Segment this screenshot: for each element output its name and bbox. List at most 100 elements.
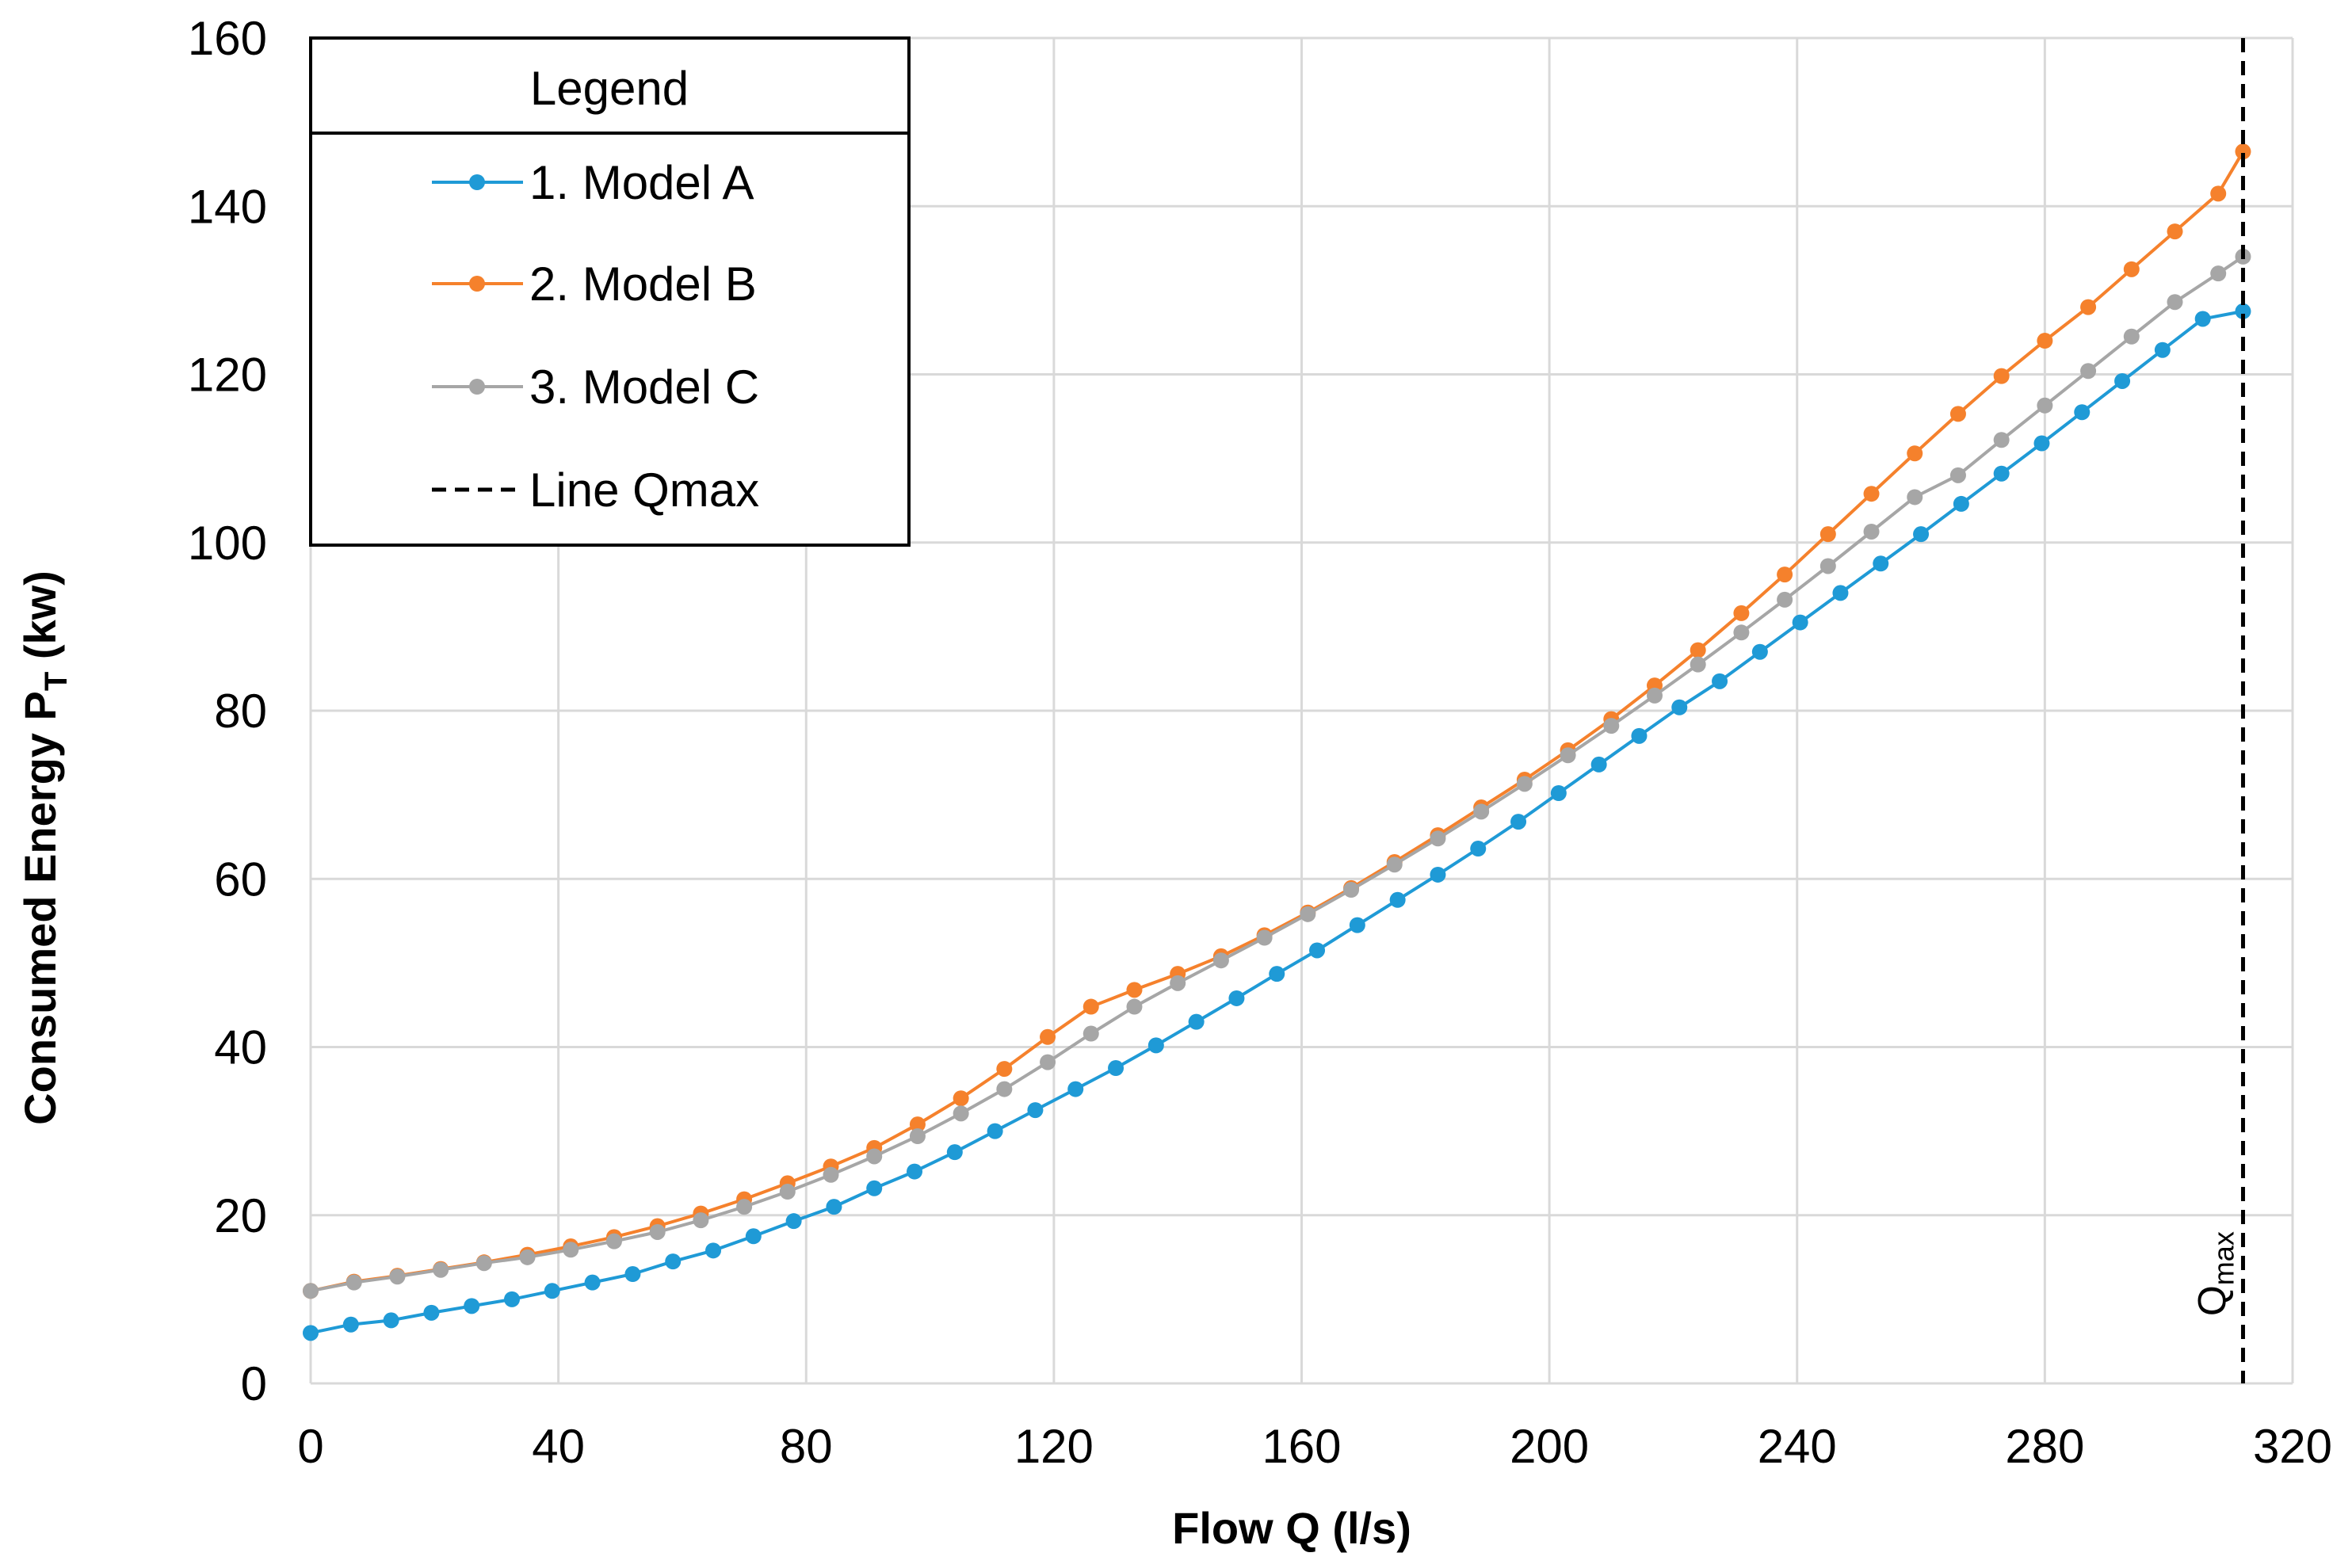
qmax-label: Qmax <box>2190 1231 2239 1316</box>
x-tick-label: 200 <box>1510 1420 1589 1473</box>
data-point <box>2123 328 2140 345</box>
x-tick-label: 120 <box>1014 1420 1094 1473</box>
series-layer <box>303 143 2251 1341</box>
data-point <box>624 1266 641 1283</box>
data-point <box>2235 143 2251 160</box>
y-tick-label: 160 <box>188 12 267 65</box>
data-point <box>1147 1037 1164 1054</box>
data-point <box>1733 605 1750 621</box>
data-point <box>953 1105 969 1122</box>
data-point <box>1510 814 1527 830</box>
data-point <box>1949 406 1966 422</box>
data-point <box>1430 830 1446 847</box>
data-point <box>1389 891 1406 908</box>
data-point <box>1907 489 1923 505</box>
qmax-label-sub: max <box>2207 1231 2239 1285</box>
data-point <box>544 1283 560 1299</box>
data-point <box>1067 1081 1084 1097</box>
data-point <box>383 1312 399 1329</box>
legend: Legend 1. Model A 2. Model B 3. Model C Lin… <box>309 36 911 547</box>
data-point <box>1777 591 1793 608</box>
series-line <box>310 151 2245 1293</box>
data-point <box>907 1163 923 1180</box>
legend-entries-box <box>309 132 911 547</box>
data-point <box>1993 432 2010 448</box>
data-point <box>1126 998 1143 1015</box>
data-point <box>1631 727 1648 744</box>
legend-entries: 1. Model A 2. Model B 3. Model C Line Qmax <box>432 156 759 517</box>
data-point <box>2074 404 2091 421</box>
data-point <box>649 1223 666 1240</box>
data-point <box>1671 699 1688 715</box>
data-point <box>1256 929 1273 946</box>
data-point <box>1470 841 1487 857</box>
y-tick-label: 100 <box>188 517 267 570</box>
data-point <box>1027 1102 1044 1119</box>
series-3 <box>303 248 2251 1299</box>
data-point <box>1228 990 1245 1006</box>
data-point <box>1126 982 1143 998</box>
data-point <box>736 1199 753 1215</box>
data-point <box>1646 687 1663 704</box>
data-point <box>705 1242 722 1259</box>
data-point <box>1913 526 1930 543</box>
data-point <box>1863 486 1880 502</box>
data-point <box>2235 303 2251 319</box>
data-point <box>584 1274 601 1291</box>
data-point <box>946 1144 963 1161</box>
data-point <box>987 1123 1003 1139</box>
y-axis-title-unit-text: (kw) <box>15 570 65 659</box>
data-point <box>1550 785 1567 802</box>
data-point <box>1863 523 1880 540</box>
data-point <box>1082 1025 1099 1042</box>
data-point <box>1819 558 1836 574</box>
qmax-layer: Qmax <box>2190 38 2245 1383</box>
y-axis-title: Consumed Energy PT (kw) <box>15 570 74 1125</box>
x-axis-title: Flow Q (l/s) <box>1172 1503 1411 1553</box>
legend-entry: 2. Model B <box>432 258 757 311</box>
legend-entry: 1. Model A <box>432 156 754 209</box>
data-point <box>303 1283 319 1299</box>
data-point <box>1386 856 1403 873</box>
data-point <box>1832 585 1849 601</box>
legend-swatch-marker <box>469 379 485 395</box>
data-point <box>303 1325 319 1341</box>
data-point <box>2210 185 2227 202</box>
y-tick-label: 0 <box>241 1357 267 1410</box>
data-point <box>1907 445 1923 462</box>
data-point <box>1777 567 1793 583</box>
data-point <box>1108 1060 1124 1077</box>
y-tick-label: 140 <box>188 180 267 233</box>
data-point <box>563 1242 579 1258</box>
data-point <box>1590 756 1607 773</box>
tick-labels: 0 40 80 120 160 200 240 280 320 0 20 40 60 80 100 120 14… <box>188 12 2332 1473</box>
data-point <box>1690 642 1706 658</box>
data-point <box>346 1274 362 1291</box>
legend-label: 2. Model B <box>529 258 757 311</box>
data-point <box>2167 294 2183 311</box>
x-tick-label: 0 <box>297 1420 323 1473</box>
legend-title-box <box>309 36 911 135</box>
data-point <box>2080 299 2097 315</box>
data-point <box>1040 1028 1056 1045</box>
x-tick-label: 160 <box>1262 1420 1341 1473</box>
data-point <box>1949 467 1966 483</box>
data-point <box>433 1261 449 1278</box>
data-point <box>953 1090 969 1107</box>
legend-label: Line Qmax <box>529 464 759 517</box>
x-tick-label: 240 <box>1758 1420 1837 1473</box>
data-point <box>1873 555 1889 572</box>
y-tick-label: 120 <box>188 349 267 402</box>
data-point <box>1733 624 1750 641</box>
data-point <box>996 1061 1013 1078</box>
data-point <box>996 1081 1013 1097</box>
data-point <box>504 1291 521 1307</box>
data-point <box>2114 372 2131 389</box>
data-point <box>2210 265 2227 282</box>
legend-swatch-marker <box>469 174 485 190</box>
series-1 <box>303 303 2251 1341</box>
data-point <box>1712 673 1728 689</box>
data-point <box>2037 397 2053 414</box>
data-point <box>1343 882 1360 898</box>
